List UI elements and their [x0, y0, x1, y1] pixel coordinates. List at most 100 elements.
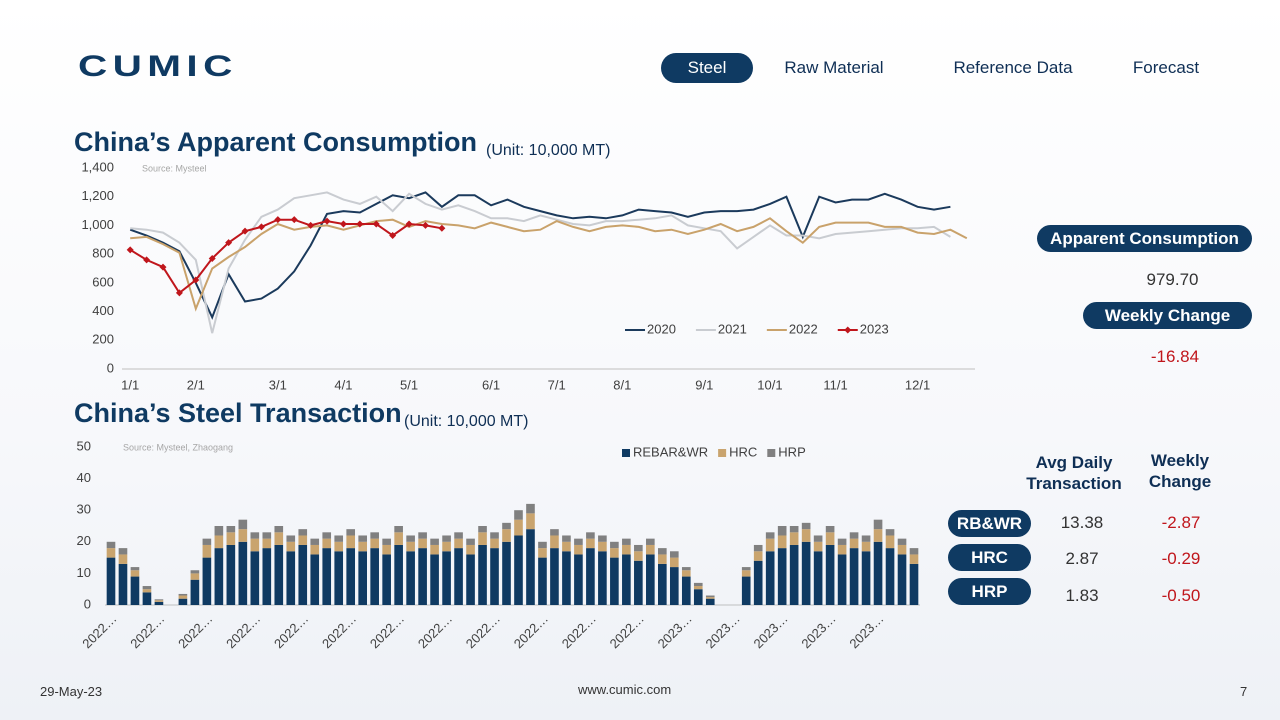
panel-label: Apparent Consumption: [1037, 225, 1252, 252]
bar-segment: [789, 544, 799, 605]
bar-segment: [837, 538, 847, 545]
bar-segment: [825, 526, 835, 533]
bar-segment: [394, 526, 403, 533]
bar-segment: [370, 538, 379, 549]
x-tick-label: 4/1: [334, 377, 352, 392]
bar-segment: [418, 532, 427, 539]
bar-segment: [262, 538, 272, 549]
bar-segment: [538, 557, 547, 605]
data-point: [290, 216, 298, 224]
series-line: [130, 217, 968, 312]
data-point: [241, 227, 249, 235]
bar-segment: [274, 526, 284, 533]
bar-segment: [622, 544, 631, 555]
logo: CUMIC: [78, 50, 238, 83]
y-tick-label: 800: [92, 246, 114, 261]
x-tick-label: 3/1: [269, 377, 287, 392]
bar-segment: [154, 600, 164, 602]
bar-segment: [813, 541, 823, 552]
bar-segment: [250, 532, 260, 539]
x-tick-label: 2022…: [127, 611, 167, 651]
bar-segment: [298, 544, 308, 605]
bar-segment: [765, 551, 775, 605]
x-tick-label: 2022…: [559, 611, 599, 651]
bar-segment: [789, 532, 799, 545]
bar-segment: [837, 554, 847, 605]
bar-segment: [801, 522, 811, 530]
legend-label: 2023: [860, 321, 889, 336]
bar-segment: [154, 599, 164, 601]
bar-segment: [693, 582, 703, 587]
bar-segment: [646, 544, 655, 555]
bar-segment: [346, 548, 356, 605]
bar-segment: [418, 538, 427, 549]
bar-segment: [142, 592, 152, 605]
data-point: [143, 256, 151, 264]
source-note: Source: Mysteel, Zhaogang: [123, 442, 233, 452]
x-tick-label: 9/1: [695, 377, 713, 392]
bar-segment: [753, 544, 763, 552]
chart-subtitle: (Unit: 10,000 MT): [404, 413, 529, 430]
bar-segment: [358, 541, 367, 552]
bar-segment: [238, 541, 248, 605]
bar-segment: [442, 535, 451, 542]
bar-segment: [658, 554, 667, 564]
bar-segment: [777, 526, 787, 536]
bar-segment: [562, 541, 571, 552]
y-tick-label: 0: [84, 596, 91, 611]
bar-segment: [598, 551, 607, 605]
x-tick-label: 2022…: [511, 611, 551, 651]
bar-segment: [454, 532, 463, 539]
bar-segment: [574, 538, 583, 545]
bar-segment: [801, 529, 811, 542]
bar-segment: [849, 532, 859, 539]
bar-segment: [897, 544, 907, 555]
bar-segment: [885, 535, 895, 549]
nav-tab[interactable]: Steel: [661, 53, 753, 83]
bar-segment: [154, 601, 164, 605]
row-label: HRC: [948, 544, 1031, 571]
bar-segment: [574, 544, 583, 555]
bar-segment: [106, 541, 116, 549]
bar-segment: [322, 532, 332, 539]
bar-segment: [550, 529, 559, 536]
row-label: HRP: [948, 578, 1031, 605]
bar-segment: [586, 538, 595, 549]
bar-segment: [873, 529, 883, 542]
legend-label: 2021: [718, 321, 747, 336]
data-point: [274, 216, 282, 224]
data-point: [192, 276, 200, 284]
bar-segment: [562, 535, 571, 542]
bar-segment: [753, 560, 763, 605]
y-tick-label: 0: [107, 360, 114, 375]
data-point: [159, 263, 167, 271]
bar-segment: [382, 544, 391, 555]
bar-segment: [382, 554, 391, 605]
data-point: [225, 239, 233, 247]
page-number: 7: [1240, 684, 1248, 699]
x-tick-label: 2022…: [415, 611, 455, 651]
bar-segment: [118, 563, 128, 605]
data-point: [175, 289, 183, 297]
x-tick-label: 1/1: [121, 377, 139, 392]
bar-segment: [897, 538, 907, 545]
bar-segment: [334, 551, 344, 605]
bar-segment: [490, 538, 499, 549]
bar-segment: [909, 548, 919, 555]
panel-value: -16.84: [1150, 347, 1200, 366]
x-tick-label: 10/1: [757, 377, 782, 392]
bar-segment: [190, 579, 200, 605]
bar-segment: [825, 544, 835, 605]
bar-segment: [322, 538, 332, 549]
nav-tab[interactable]: Raw Material: [784, 58, 884, 77]
bar-segment: [526, 513, 535, 530]
nav-tab[interactable]: Reference Data: [953, 58, 1073, 77]
nav-tab[interactable]: Forecast: [1132, 58, 1200, 77]
legend-label: 2022: [789, 321, 818, 336]
data-point: [307, 221, 315, 229]
chart-title: China’s Apparent Consumption: [74, 127, 477, 157]
bar-segment: [574, 554, 583, 605]
bar-segment: [777, 548, 787, 605]
panel-label: Weekly Change: [1083, 302, 1252, 329]
bar-segment: [538, 541, 547, 549]
